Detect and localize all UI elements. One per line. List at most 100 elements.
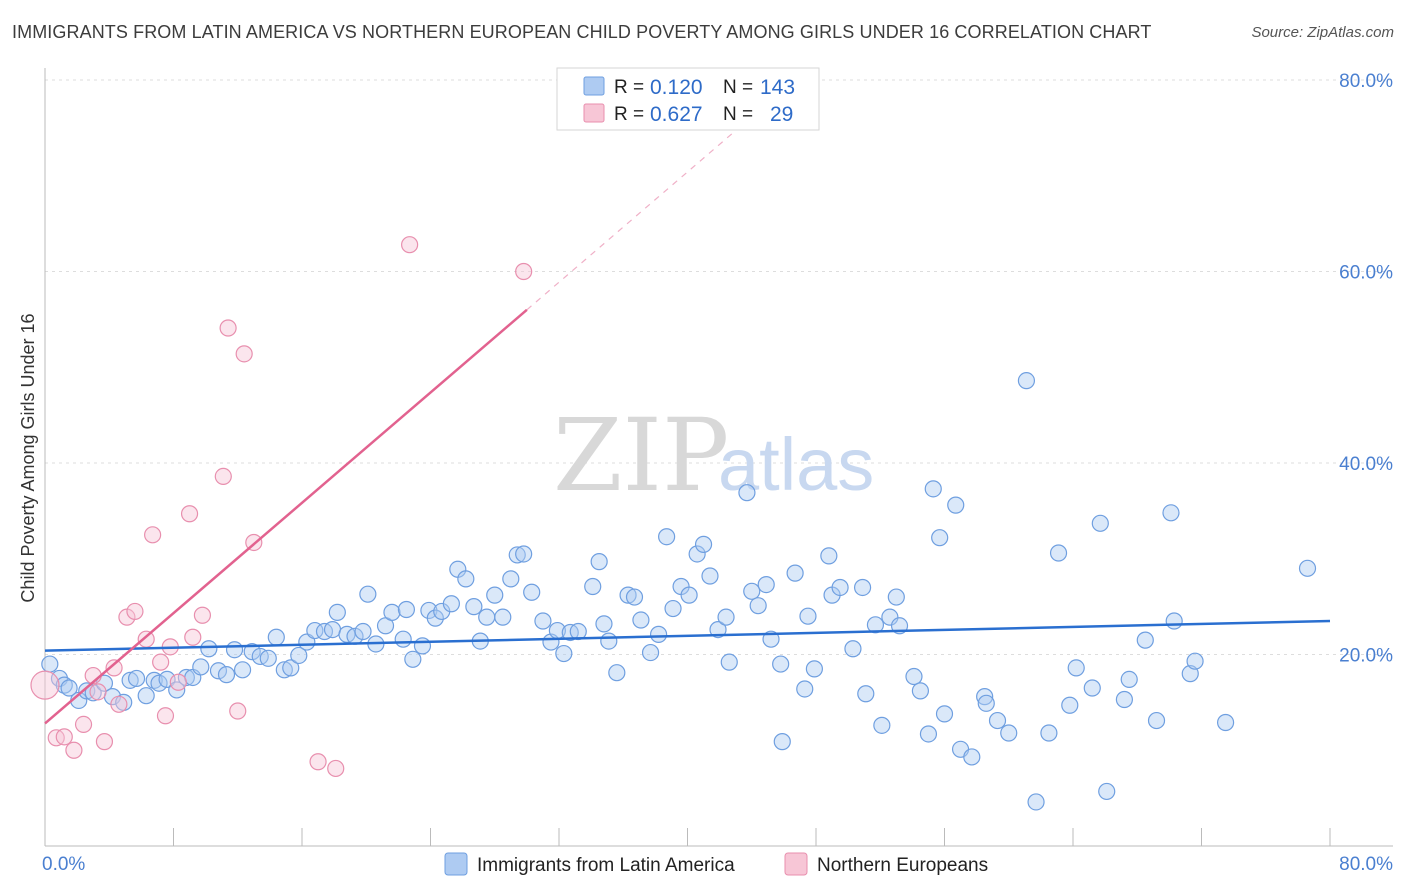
data-point-latin-america [853,578,872,597]
data-point-northern-europeans [193,606,212,624]
data-point-latin-america [664,599,682,618]
data-point-latin-america [931,529,949,547]
data-point-latin-america [413,637,432,655]
data-point-latin-america [1091,514,1109,532]
data-point-latin-america [515,545,533,563]
data-point-northern-europeans [235,345,253,363]
data-point-latin-america [632,611,650,629]
data-point-northern-europeans [180,505,199,523]
data-point-latin-america [887,588,905,606]
data-point-latin-america [397,600,416,619]
chart-title: IMMIGRANTS FROM LATIN AMERICA VS NORTHER… [12,22,1152,42]
data-point-latin-america [796,680,814,698]
stats-pink-r-label: R = [614,104,644,125]
data-point-northern-europeans [30,670,60,700]
data-point-latin-america [773,733,791,751]
data-point-latin-america [383,603,401,621]
data-point-latin-america [881,608,899,626]
data-point-northern-europeans [144,526,162,544]
data-point-latin-america [831,578,849,597]
data-point-latin-america [267,628,285,646]
data-point-latin-america [1162,504,1180,522]
data-point-latin-america [192,658,210,676]
series-latin-america-points [41,372,1317,811]
data-point-latin-america [680,586,698,604]
data-point-northern-europeans [229,702,247,720]
data-point-latin-america [820,547,838,565]
y-tick-labels: 20.0% 40.0% 60.0% 80.0% [1339,71,1393,667]
data-point-latin-america [1049,544,1068,562]
data-point-latin-america [595,615,613,633]
data-point-latin-america [590,553,608,571]
data-point-latin-america [486,586,504,604]
y-tick-label: 20.0% [1339,646,1393,667]
stats-blue-swatch [583,76,605,96]
data-point-latin-america [534,612,552,630]
data-point-latin-america [688,545,706,563]
trend-lines [44,123,1331,725]
data-point-northern-europeans [219,319,237,337]
data-point-latin-america [137,687,155,705]
y-tick-label: 60.0% [1339,263,1393,284]
watermark: ZIP atlas [553,397,874,514]
stats-blue-n-label: N = [723,77,753,98]
data-point-latin-america [465,598,483,616]
stats-pink-r-value: 0.627 [650,103,703,126]
data-point-latin-america [625,588,644,606]
data-point-latin-america [457,570,475,588]
data-point-latin-america [158,670,176,688]
data-point-latin-america [694,535,713,553]
data-point-latin-america [145,671,163,689]
stats-blue-r-label: R = [614,77,644,98]
data-point-latin-america [924,480,942,498]
legend-swatch-northern-europeans [784,852,808,876]
data-point-latin-america [1136,631,1154,649]
stats-pink-n-value: 29 [770,103,793,126]
data-point-latin-america [494,608,512,626]
data-point-latin-america [658,528,676,546]
data-point-northern-europeans [327,759,345,778]
trend-line-northern-europeans [44,308,528,725]
data-point-latin-america [217,666,236,684]
data-point-northern-europeans [214,467,232,486]
stats-box: R = 0.120 N = 143 R = 0.627 N = 29 [556,67,820,131]
data-point-northern-europeans [89,683,107,701]
data-point-northern-europeans [95,733,114,751]
data-point-northern-europeans [156,707,175,725]
data-point-latin-america [55,676,73,694]
data-point-latin-america [1147,711,1166,730]
data-point-northern-europeans [152,653,170,671]
data-point-latin-america [1186,652,1204,670]
data-point-northern-europeans [137,630,155,648]
data-point-latin-america [935,705,954,723]
data-point-latin-america [1115,690,1134,709]
data-point-latin-america [41,655,59,673]
data-point-latin-america [426,609,444,627]
legend: Immigrants from Latin America Northern E… [444,852,988,876]
data-point-latin-america [1298,559,1317,577]
data-point-latin-america [772,655,790,673]
data-point-northern-europeans [169,673,187,691]
data-point-latin-america [584,577,602,596]
watermark-zip: ZIP [553,397,729,514]
data-point-latin-america [749,597,767,615]
data-point-northern-europeans [309,753,327,771]
data-point-latin-america [709,621,727,639]
data-point-latin-america [60,679,78,697]
data-point-latin-america [1083,679,1101,697]
data-point-northern-europeans [74,715,93,733]
data-point-latin-america [177,668,195,687]
data-point-latin-america [508,546,526,564]
data-point-latin-america [127,669,146,688]
y-axis-label: Child Poverty Among Girls Under 16 [18,313,38,602]
data-point-northern-europeans [184,628,202,646]
data-point-northern-europeans [110,695,128,713]
data-point-latin-america [225,641,244,659]
stats-blue-r-value: 0.120 [650,76,703,99]
data-point-latin-america [799,607,817,625]
data-point-latin-america [976,688,994,706]
data-point-latin-america [259,649,277,667]
data-point-latin-america [200,640,218,658]
stats-pink-n-label: N = [723,104,753,125]
